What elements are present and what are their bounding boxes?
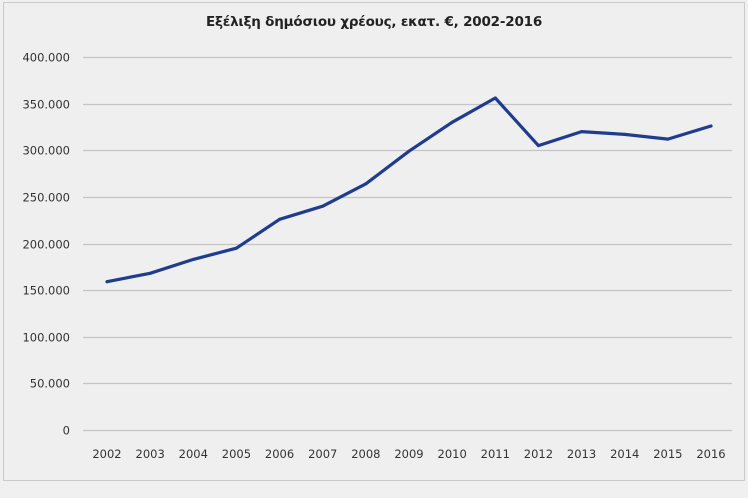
- x-tick-label: 2013: [567, 447, 596, 461]
- y-tick-label: 200.000: [22, 238, 70, 252]
- y-tick-label: 300.000: [22, 144, 70, 158]
- chart-frame: [3, 2, 745, 481]
- chart-title: Εξέλιξη δημόσιου χρέους, εκατ. €, 2002-2…: [205, 14, 543, 30]
- data-point: [580, 130, 584, 134]
- y-tick-label: 100.000: [22, 331, 70, 345]
- data-point: [623, 132, 627, 136]
- data-point: [666, 137, 670, 141]
- y-tick-label: 400.000: [22, 51, 70, 65]
- y-tick-label: 150.000: [22, 284, 70, 298]
- x-tick-label: 2010: [438, 447, 467, 461]
- y-tick-label: 350.000: [22, 98, 70, 112]
- data-point: [191, 257, 195, 261]
- data-point: [407, 149, 411, 153]
- x-tick-label: 2016: [696, 447, 725, 461]
- x-tick-label: 2007: [308, 447, 337, 461]
- x-tick-label: 2011: [481, 447, 510, 461]
- data-point: [536, 144, 540, 148]
- y-tick-label: 0: [63, 424, 70, 438]
- data-point: [321, 204, 325, 208]
- y-axis-tick-labels: 0 50.000 100.000 150.000 200.000 250.000 300.0…: [22, 51, 70, 438]
- x-tick-label: 2004: [179, 447, 208, 461]
- series-line: [105, 96, 713, 284]
- data-point: [234, 246, 238, 250]
- data-point: [148, 271, 152, 275]
- gridlines: [83, 56, 732, 432]
- data-point: [450, 120, 454, 124]
- x-tick-label: 2005: [222, 447, 251, 461]
- x-tick-label: 2006: [265, 447, 294, 461]
- x-tick-label: 2009: [394, 447, 423, 461]
- y-tick-label: 250.000: [22, 191, 70, 205]
- x-tick-label: 2003: [136, 447, 165, 461]
- x-tick-label: 2012: [524, 447, 553, 461]
- data-point: [493, 96, 497, 100]
- x-tick-label: 2014: [610, 447, 639, 461]
- x-axis-tick-labels: 2002 2003 2004 2005 2006 2007 2008 2009 2010 2011…: [92, 447, 725, 461]
- data-point: [709, 124, 713, 128]
- data-point: [105, 280, 109, 284]
- y-tick-label: 50.000: [30, 377, 70, 391]
- x-tick-label: 2008: [351, 447, 380, 461]
- data-point: [364, 182, 368, 186]
- data-series: [105, 96, 713, 284]
- x-tick-label: 2015: [653, 447, 682, 461]
- x-tick-label: 2002: [92, 447, 121, 461]
- data-point: [278, 217, 282, 221]
